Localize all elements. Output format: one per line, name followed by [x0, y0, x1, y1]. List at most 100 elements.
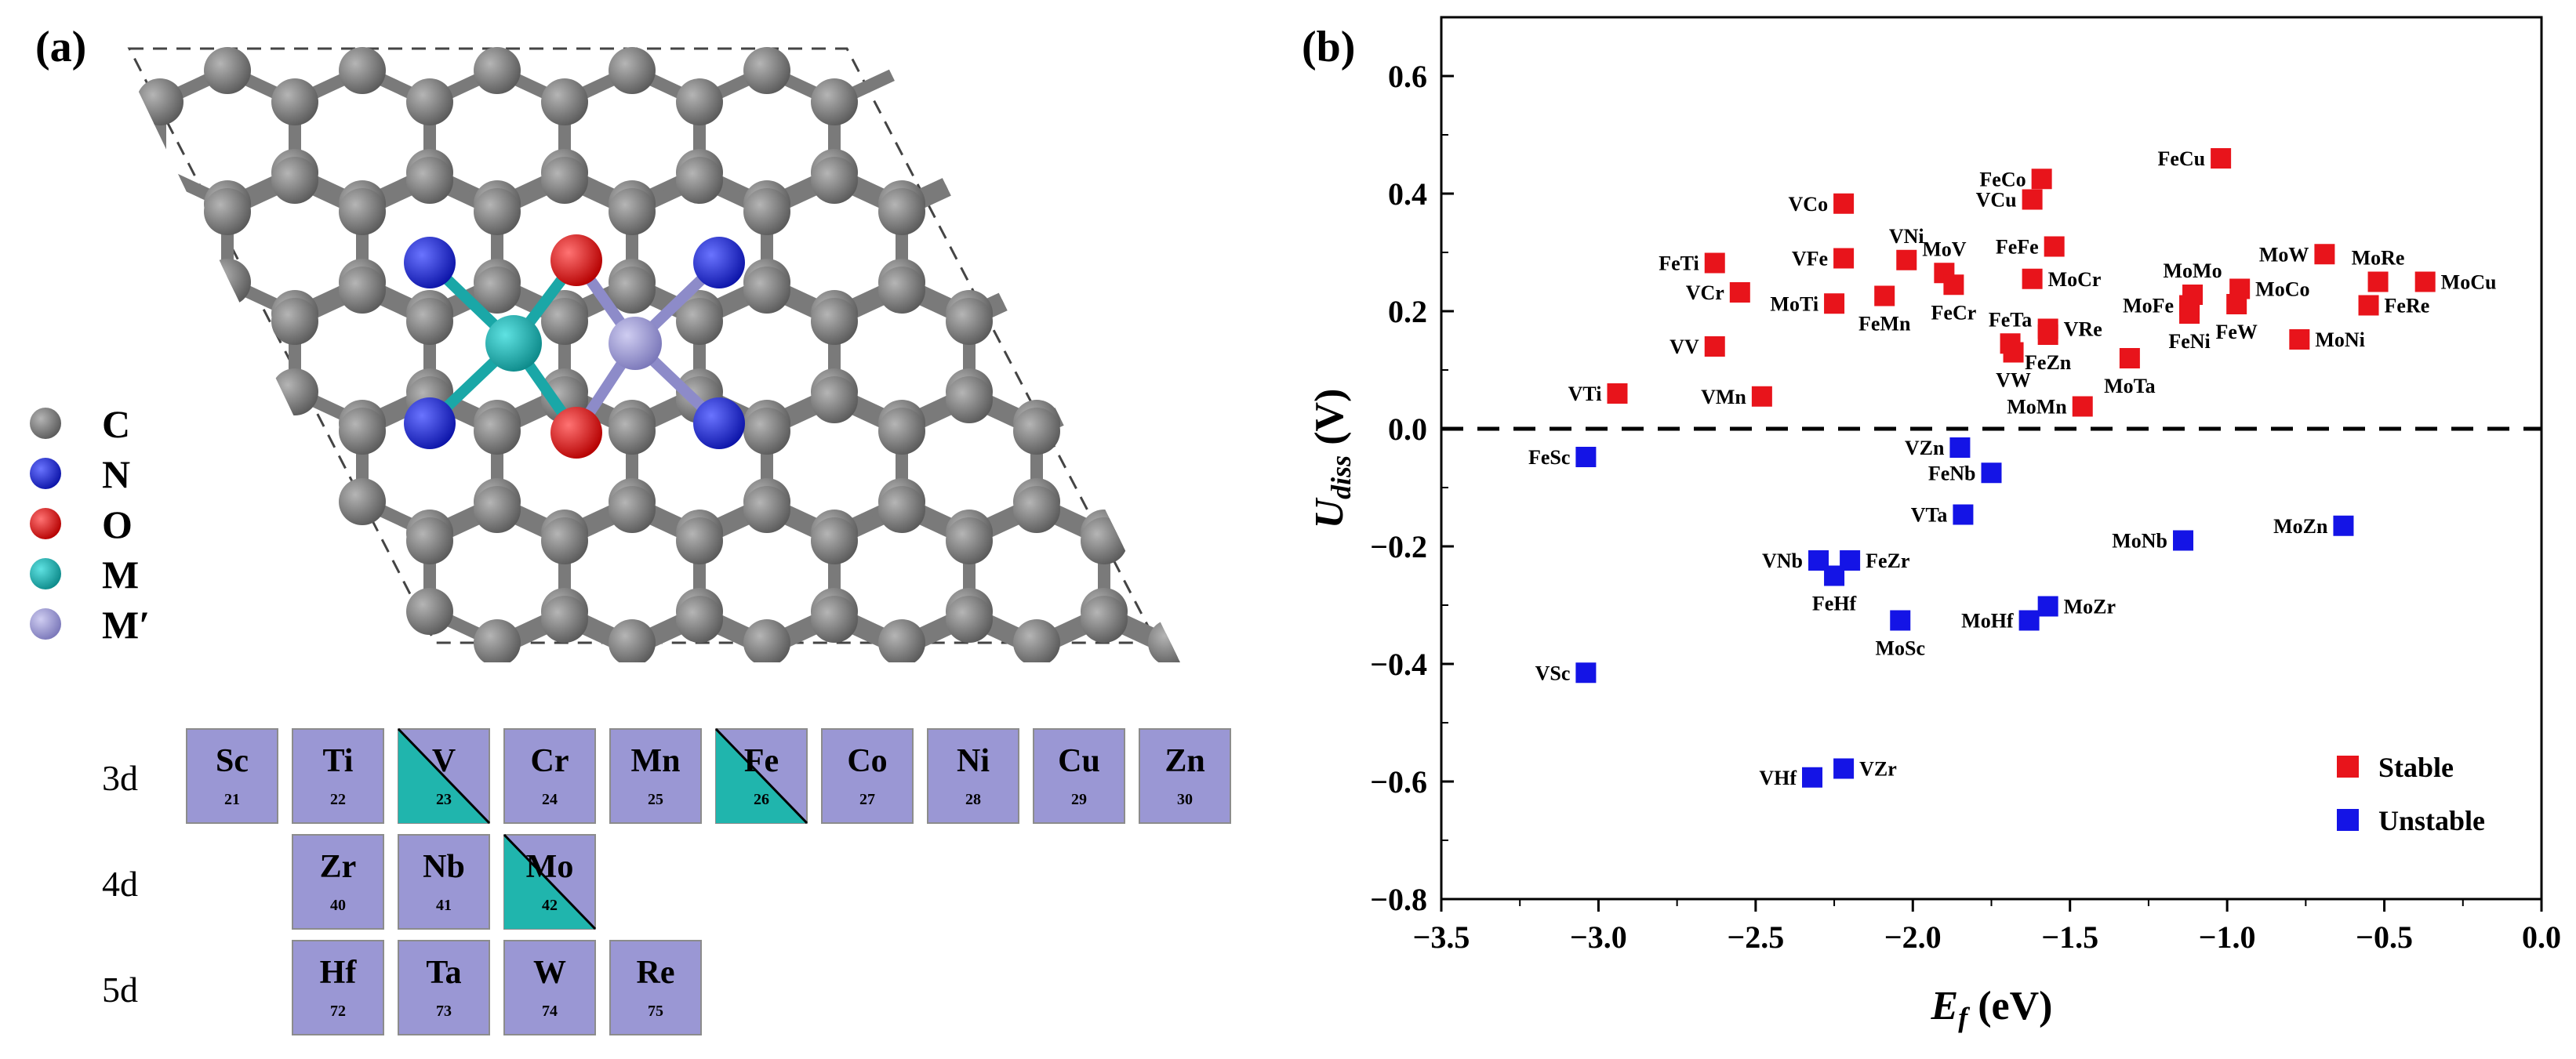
element-number: 42 [542, 897, 558, 914]
c-c-bond [1306, 611, 1374, 643]
data-label: MoSc [1875, 637, 1925, 660]
c-c-bond [1165, 503, 1180, 547]
data-label: FeFe [1996, 236, 2039, 259]
x-axis-title: Ef (eV) [1931, 984, 2053, 1033]
carbon-atom [406, 517, 453, 564]
unit-cell-outline [127, 47, 1159, 644]
data-point-mosc [1890, 610, 1911, 631]
y-axis-title: Udiss (V) [1307, 389, 1357, 529]
element-symbol: Co [847, 743, 887, 779]
legend-atom-label: M [102, 553, 139, 597]
carbon-atom [878, 188, 925, 235]
c-c-bond [963, 64, 1043, 108]
c-c-bond [1306, 180, 1374, 212]
element-symbol: Mo [526, 849, 574, 885]
c-c-bond [1239, 290, 1306, 321]
carbon-atom [676, 596, 723, 643]
element-tile [292, 728, 384, 824]
carbon-atom [743, 47, 790, 94]
data-label: MoRe [2352, 247, 2405, 270]
data-point-few [2226, 294, 2247, 314]
y-tick-label: 0.2 [1388, 294, 1427, 329]
data-point-vta [1953, 504, 1974, 525]
lattice-bonds [154, 64, 1576, 753]
carbon-atom [811, 596, 858, 643]
c-c-bond [1165, 276, 1180, 320]
oxygen-atom [550, 407, 602, 459]
carbon-atom [474, 267, 521, 314]
c-c-bond [1306, 721, 1374, 753]
element-symbol: Mn [631, 743, 681, 779]
carbon-atom [406, 157, 453, 204]
data-label: MoMn [2007, 396, 2067, 419]
element-tile [1139, 728, 1231, 824]
data-label: VV [1669, 335, 1699, 358]
c-c-bond [963, 166, 1043, 210]
carbon-atom [811, 298, 858, 345]
carbon-atom [946, 298, 993, 345]
c-c-bond [1239, 172, 1306, 204]
c-c-bond [1239, 502, 1306, 533]
nitrogen-atom [404, 237, 456, 288]
element-tile [503, 728, 596, 824]
carbon-atom [541, 517, 588, 564]
element-symbol: Re [637, 955, 675, 991]
carbon-atom [271, 157, 318, 204]
carbon-atom [878, 267, 925, 314]
carbon-atom [339, 188, 386, 235]
data-point-fesc [1575, 447, 1597, 467]
c-c-bond [1239, 282, 1306, 314]
c-c-bond [1509, 619, 1576, 651]
c-c-bond [1030, 284, 1110, 328]
c-c-bond [1441, 619, 1509, 651]
data-point-vsc [1575, 662, 1597, 684]
data-point-vcr [1729, 282, 1750, 303]
x-tick-label: −2.0 [1884, 919, 1942, 955]
carbon-atom [1148, 619, 1180, 662]
y-tick-label: −0.4 [1370, 647, 1427, 682]
data-point-fere [2358, 295, 2379, 316]
carbon-atom [541, 78, 588, 125]
data-point-vfe [1833, 248, 1855, 269]
c-c-bond [1098, 284, 1178, 328]
carbon-atom [743, 267, 790, 314]
c-c-bond [1374, 721, 1441, 753]
data-label: MoCo [2255, 278, 2309, 301]
data-point-vco [1833, 193, 1855, 214]
data-point-mow [2314, 244, 2335, 265]
data-label: VW [1996, 369, 2031, 392]
carbon-atom [136, 78, 183, 125]
metal-m-prime-atom [609, 317, 662, 370]
data-point-vw [2003, 342, 2024, 363]
data-point-vzr [1833, 758, 1855, 779]
carbon-atom [743, 619, 790, 662]
carbon-atom [878, 486, 925, 533]
element-number: 75 [648, 1003, 663, 1020]
panel-a-label: (a) [35, 23, 86, 71]
metal-m-atom [485, 315, 542, 372]
carbon-atom [474, 188, 521, 235]
data-point-fehf [1824, 565, 1845, 586]
carbon-atom [609, 267, 656, 314]
carbon-atom [676, 298, 723, 345]
c-c-bond [1306, 282, 1374, 314]
c-c-bond [1509, 400, 1576, 431]
legend-atom-label: C [102, 402, 130, 446]
data-label: VNb [1762, 549, 1803, 572]
data-label: MoCr [2048, 268, 2102, 291]
element-symbol: Zr [320, 849, 357, 885]
data-label: VRe [2064, 318, 2102, 341]
x-tick-label: −3.0 [1570, 919, 1627, 955]
element-tile [398, 834, 490, 930]
legend-atom-swatch [30, 408, 61, 439]
element-tile [292, 940, 384, 1035]
data-label: FeZr [1866, 549, 1909, 572]
c-c-bond [1306, 290, 1374, 321]
element-symbol: Cr [531, 743, 569, 779]
carbon-atom [946, 517, 993, 564]
c-c-bond [1098, 393, 1178, 437]
x-axis-ticks: −3.5 −3.0 −2.5 −2.0 −1.5 −1.0 −0.5 0.0 [1413, 899, 2561, 955]
element-tile [927, 728, 1019, 824]
c-c-bond [1165, 495, 1180, 539]
element-symbol: Cu [1058, 743, 1100, 779]
